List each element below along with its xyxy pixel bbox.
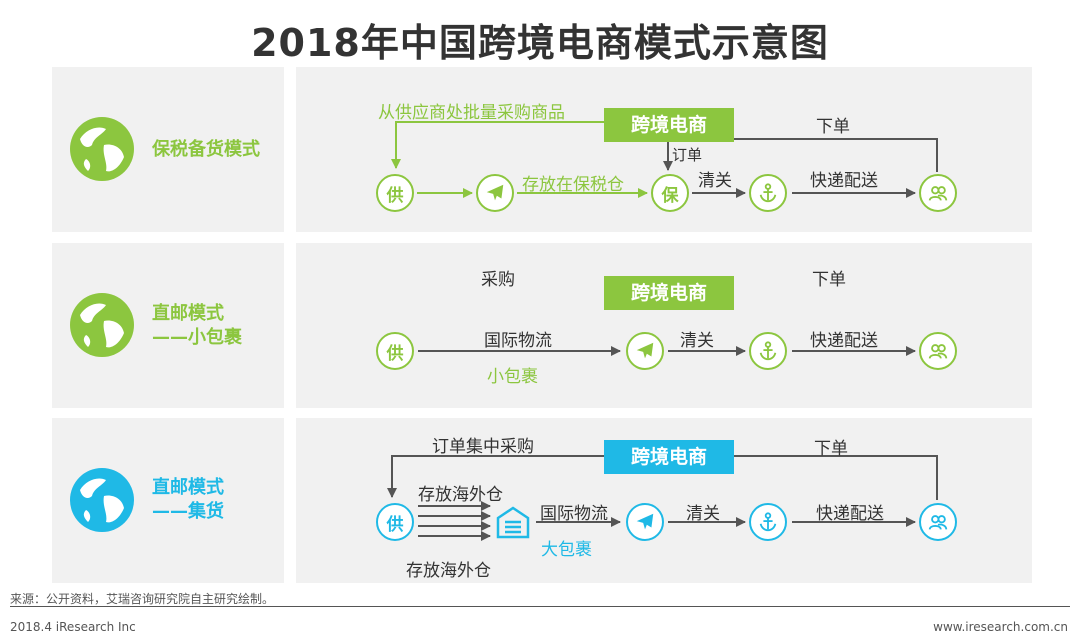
logistics-label: 国际物流 [484,331,552,351]
place-order-label: 下单 [814,439,848,459]
airplane-node [476,174,514,212]
airplane-node [626,503,664,541]
anchor-icon [759,183,777,203]
storage-top-label: 存放海外仓 [418,485,503,505]
parcel-label: 小包裹 [487,367,538,387]
consumer-node [919,174,957,212]
users-icon [928,186,948,201]
storage-bottom-label: 存放海外仓 [406,561,491,581]
footer-divider [10,606,1070,607]
supplier-node-text: 供 [386,514,404,535]
cross-border-ecommerce-banner: 跨境电商 [604,108,734,142]
parcel-label: 大包裹 [541,540,592,560]
consumer-node [919,332,957,370]
collective-purchase-label: 订单集中采购 [432,437,534,457]
order-label: 订单 [672,146,703,164]
copyright: 2018.4 iResearch Inc [10,620,136,634]
consumer-node [919,503,957,541]
logistics-label: 国际物流 [540,504,608,524]
supplier-node: 供 [376,503,414,541]
warehouse-node [494,503,532,541]
delivery-label: 快递配送 [810,331,878,351]
mode-3-label: 直邮模式 ——集货 [152,476,224,524]
mode-1-label-line: 保税备货模式 [152,139,260,160]
place-order-label: 下单 [812,270,846,290]
delivery-label: 快递配送 [810,171,878,191]
customs-node [749,332,787,370]
supplier-node-text: 供 [386,343,404,364]
airplane-icon [636,513,654,530]
mode-2-label-line: ——小包裹 [152,327,242,348]
sourcing-connector [391,121,604,169]
customs-node [749,503,787,541]
bonded-warehouse-node: 保 [651,174,689,212]
place-order-connector [734,455,938,500]
place-order-label: 下单 [816,117,850,137]
mode-3-label-line: 直邮模式 [152,477,224,498]
clearance-label: 清关 [698,171,732,191]
bonded-node-text: 保 [661,185,679,206]
clearance-label: 清关 [680,331,714,351]
airplane-node [626,332,664,370]
warehouse-icon [496,506,530,539]
cross-border-ecommerce-banner: 跨境电商 [604,440,734,474]
globe-icon [70,468,134,532]
diagram-title: 2018年中国跨境电商模式示意图 [251,21,829,65]
airplane-icon [636,342,654,359]
website: www.iresearch.com.cn [933,620,1068,634]
anchor-icon [759,341,777,361]
anchor-icon [759,512,777,532]
globe-icon [70,293,134,357]
place-order-connector [734,138,938,172]
users-icon [928,344,948,359]
supplier-node-text: 供 [386,185,404,206]
globe-icon [70,117,134,181]
collective-purchase-connector [387,455,604,498]
sourcing-label: 从供应商处批量采购商品 [378,103,565,123]
mode-2-flow-panel [296,243,1032,408]
purchase-label: 采购 [481,270,515,290]
cross-border-ecommerce-banner: 跨境电商 [604,276,734,310]
airplane-icon [486,184,504,201]
users-icon [928,515,948,530]
mode-2-label: 直邮模式 ——小包裹 [152,302,242,350]
mode-1-label: 保税备货模式 [152,138,260,162]
storage-label: 存放在保税仓 [522,175,624,195]
mode-2-label-line: 直邮模式 [152,303,224,324]
delivery-label: 快递配送 [816,504,884,524]
customs-node [749,174,787,212]
mode-3-label-line: ——集货 [152,501,224,522]
clearance-label: 清关 [686,504,720,524]
supplier-node: 供 [376,332,414,370]
source-note: 来源：公开资料，艾瑞咨询研究院自主研究绘制。 [10,592,275,606]
supplier-node: 供 [376,174,414,212]
